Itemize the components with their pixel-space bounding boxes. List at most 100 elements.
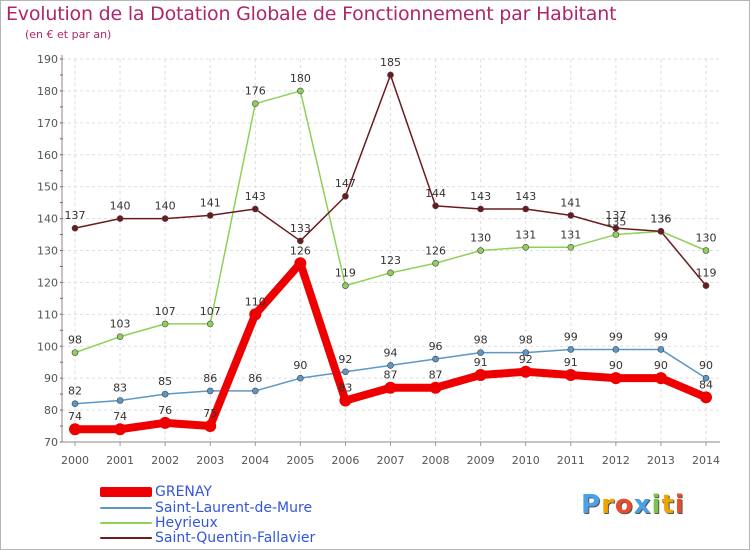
data-label-saint-quentin-fallavier: 147 bbox=[335, 177, 356, 190]
point-saint-laurent-de-mure bbox=[567, 346, 575, 353]
data-label-heyrieux: 136 bbox=[650, 212, 671, 225]
point-heyrieux bbox=[71, 349, 79, 356]
point-saint-quentin-fallavier bbox=[387, 71, 394, 79]
x-tick-label: 2006 bbox=[331, 454, 359, 467]
data-label-saint-laurent-de-mure: 99 bbox=[654, 330, 668, 343]
point-saint-quentin-fallavier bbox=[297, 237, 304, 245]
x-tick-label: 2004 bbox=[241, 454, 269, 467]
point-heyrieux bbox=[432, 259, 439, 267]
point-grenay bbox=[159, 416, 172, 429]
legend-item-grenay: GRENAY bbox=[100, 484, 212, 500]
point-heyrieux bbox=[612, 231, 620, 238]
point-saint-quentin-fallavier bbox=[116, 215, 124, 222]
logo-letter: r bbox=[601, 490, 615, 520]
data-label-heyrieux: 135 bbox=[605, 216, 626, 229]
point-grenay bbox=[339, 394, 352, 407]
data-label-grenay: 74 bbox=[68, 410, 82, 423]
data-label-saint-laurent-de-mure: 83 bbox=[113, 382, 127, 395]
data-label-grenay: 90 bbox=[654, 359, 668, 372]
point-saint-quentin-fallavier bbox=[477, 205, 484, 213]
point-heyrieux bbox=[522, 244, 530, 251]
data-label-saint-laurent-de-mure: 90 bbox=[293, 359, 307, 372]
data-label-grenay: 75 bbox=[203, 407, 217, 420]
point-grenay bbox=[700, 391, 712, 404]
logo-letter: o bbox=[614, 490, 634, 520]
legend-item-saint-laurent-de-mure: Saint-Laurent-de-Mure bbox=[100, 500, 313, 516]
data-label-heyrieux: 176 bbox=[245, 85, 266, 98]
point-heyrieux bbox=[702, 247, 710, 254]
point-heyrieux bbox=[116, 333, 124, 340]
data-label-saint-quentin-fallavier: 143 bbox=[515, 190, 536, 203]
data-label-heyrieux: 126 bbox=[425, 244, 446, 257]
logo-letter: t bbox=[661, 490, 675, 520]
point-saint-quentin-fallavier bbox=[161, 215, 169, 222]
logo-letter: P bbox=[581, 490, 602, 520]
point-saint-laurent-de-mure bbox=[161, 390, 169, 398]
data-label-saint-laurent-de-mure: 98 bbox=[474, 334, 488, 347]
data-label-heyrieux: 107 bbox=[200, 305, 221, 318]
point-saint-laurent-de-mure bbox=[116, 397, 124, 404]
legend-label: Saint-Quentin-Fallavier bbox=[155, 530, 316, 546]
legend-label: GRENAY bbox=[155, 484, 212, 500]
y-tick-label: 100 bbox=[37, 340, 58, 353]
y-tick-label: 80 bbox=[44, 404, 58, 417]
data-label-heyrieux: 180 bbox=[290, 72, 311, 85]
x-tick-label: 2010 bbox=[512, 454, 540, 467]
point-saint-quentin-fallavier bbox=[567, 212, 575, 219]
point-saint-laurent-de-mure bbox=[297, 374, 304, 382]
legend-item-heyrieux: Heyrieux bbox=[100, 515, 218, 531]
point-saint-laurent-de-mure bbox=[477, 349, 484, 356]
point-saint-quentin-fallavier bbox=[522, 205, 530, 213]
data-label-heyrieux: 131 bbox=[560, 228, 581, 241]
logo-letter: i bbox=[651, 490, 662, 520]
data-label-saint-laurent-de-mure: 90 bbox=[699, 359, 713, 372]
point-saint-laurent-de-mure bbox=[432, 355, 439, 363]
point-heyrieux bbox=[251, 100, 259, 107]
point-saint-laurent-de-mure bbox=[522, 349, 530, 356]
point-heyrieux bbox=[342, 282, 349, 289]
point-saint-laurent-de-mure bbox=[612, 346, 620, 353]
point-grenay bbox=[654, 372, 667, 385]
point-saint-quentin-fallavier bbox=[657, 228, 665, 235]
point-heyrieux bbox=[206, 320, 214, 328]
y-tick-label: 130 bbox=[37, 245, 58, 258]
legend-label: Saint-Laurent-de-Mure bbox=[155, 500, 313, 516]
point-saint-laurent-de-mure bbox=[71, 400, 79, 408]
data-label-grenay: 84 bbox=[699, 378, 713, 391]
point-saint-laurent-de-mure bbox=[387, 362, 394, 369]
data-label-heyrieux: 103 bbox=[110, 318, 131, 331]
x-tick-label: 2001 bbox=[106, 454, 134, 467]
proxiti-logo: Proxiti bbox=[581, 490, 685, 520]
point-saint-laurent-de-mure bbox=[342, 368, 349, 376]
data-label-saint-laurent-de-mure: 98 bbox=[519, 334, 533, 347]
point-grenay bbox=[294, 257, 307, 270]
point-grenay bbox=[69, 423, 81, 436]
point-grenay bbox=[114, 423, 127, 436]
x-tick-label: 2007 bbox=[377, 454, 405, 467]
point-saint-laurent-de-mure bbox=[657, 346, 665, 353]
data-label-grenay: 91 bbox=[474, 356, 488, 369]
point-grenay bbox=[249, 308, 262, 321]
point-grenay bbox=[429, 381, 442, 394]
data-label-grenay: 74 bbox=[113, 410, 127, 423]
x-tick-label: 2011 bbox=[557, 454, 585, 467]
data-label-saint-quentin-fallavier: 141 bbox=[560, 196, 581, 209]
point-saint-quentin-fallavier bbox=[342, 192, 349, 200]
data-label-grenay: 87 bbox=[429, 369, 443, 382]
data-label-grenay: 91 bbox=[564, 356, 578, 369]
legend-label: Heyrieux bbox=[155, 515, 218, 531]
data-label-saint-quentin-fallavier: 137 bbox=[65, 209, 86, 222]
point-heyrieux bbox=[567, 244, 575, 251]
point-heyrieux bbox=[387, 269, 394, 277]
y-tick-label: 120 bbox=[37, 276, 58, 289]
data-label-heyrieux: 119 bbox=[335, 267, 356, 280]
legend-swatch bbox=[100, 522, 152, 524]
point-saint-quentin-fallavier bbox=[702, 282, 710, 289]
y-tick-label: 90 bbox=[44, 372, 58, 385]
data-label-saint-laurent-de-mure: 96 bbox=[429, 340, 443, 353]
legend-swatch bbox=[100, 507, 152, 509]
data-label-heyrieux: 107 bbox=[155, 305, 176, 318]
point-saint-quentin-fallavier bbox=[251, 205, 259, 213]
x-tick-label: 2005 bbox=[286, 454, 314, 467]
